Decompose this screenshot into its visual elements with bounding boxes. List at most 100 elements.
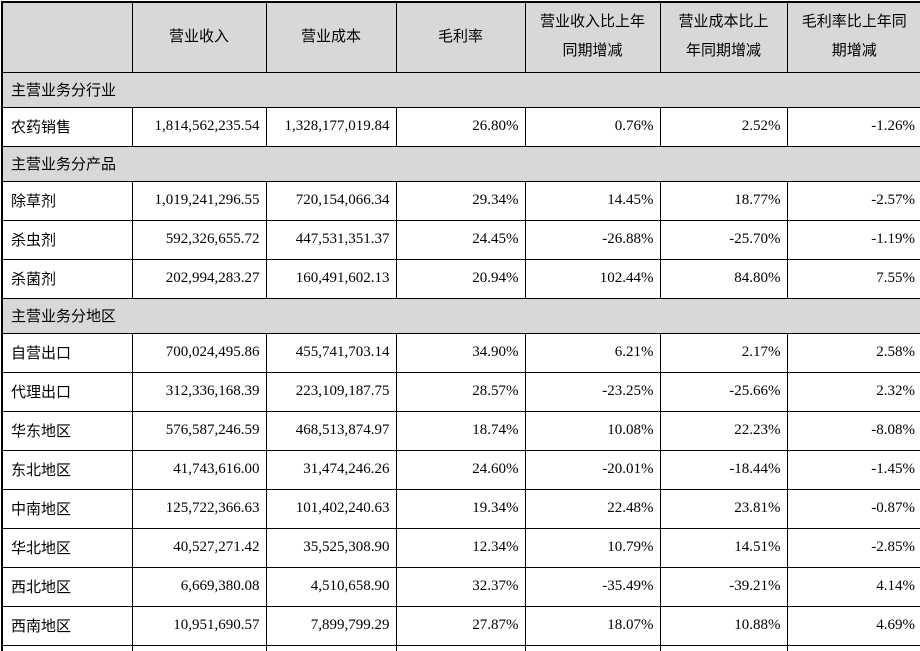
- table-row: 西南地区 10,951,690.57 7,899,799.29 27.87% 18.07…: [1, 605, 920, 646]
- section-row: 主营业务分行业: [1, 71, 920, 108]
- value-cell: -2.57%: [786, 180, 920, 221]
- value-cell: 29.34%: [395, 180, 526, 221]
- row-label: 除草剂: [1, 180, 133, 221]
- row-label: 代理出口: [1, 371, 133, 412]
- row-label: 西北地区: [1, 566, 133, 607]
- value-cell: 4.69%: [786, 605, 920, 646]
- value-cell: 12.34%: [395, 527, 526, 568]
- table-row: 中南地区 125,722,366.63 101,402,240.63 19.34% 22…: [1, 488, 920, 529]
- row-label: 杀菌剂: [1, 258, 133, 299]
- value-cell: 6,669,380.08: [131, 566, 267, 607]
- value-cell: 720,154,066.34: [265, 180, 397, 221]
- value-cell: 23.81%: [659, 488, 788, 529]
- value-cell: 19.34%: [395, 488, 526, 529]
- value-cell: 202,994,283.27: [131, 258, 267, 299]
- value-cell: 31,474,246.26: [265, 449, 397, 490]
- value-cell: -8.08%: [786, 410, 920, 451]
- value-cell: -1.45%: [786, 449, 920, 490]
- section-row: 主营业务分地区: [1, 297, 920, 334]
- value-cell: 102.44%: [524, 258, 661, 299]
- row-label: 东北地区: [1, 449, 133, 490]
- value-cell: 4.14%: [786, 566, 920, 607]
- section-row: 主营业务分产品: [1, 145, 920, 182]
- value-cell: -1.19%: [786, 219, 920, 260]
- value-cell: 26.80%: [395, 106, 526, 147]
- row-label: 农药销售: [1, 106, 133, 147]
- header-row: 营业收入 营业成本 毛利率 营业收入比上年同期增减 营业成本比上年同期增减 毛利…: [1, 1, 920, 73]
- value-cell: 34.90%: [395, 332, 526, 373]
- value-cell: 468,513,874.97: [265, 410, 397, 451]
- clipped-row: [1, 644, 920, 651]
- value-cell: -18.44%: [659, 449, 788, 490]
- header-cell-operating-revenue: 营业收入: [131, 1, 267, 73]
- table-row: 杀菌剂 202,994,283.27 160,491,602.13 20.94% 102…: [1, 258, 920, 299]
- value-cell: 10.08%: [524, 410, 661, 451]
- value-cell: -0.87%: [786, 488, 920, 529]
- value-cell: 160,491,602.13: [265, 258, 397, 299]
- value-cell: 40,527,271.42: [131, 527, 267, 568]
- value-cell: 24.60%: [395, 449, 526, 490]
- value-cell: 101,402,240.63: [265, 488, 397, 529]
- clipped-cell: [659, 644, 788, 651]
- value-cell: 28.57%: [395, 371, 526, 412]
- header-cell-category: [1, 1, 133, 73]
- value-cell: 223,109,187.75: [265, 371, 397, 412]
- section-title: 主营业务分地区: [1, 297, 920, 334]
- header-cell-margin-yoy-change: 毛利率比上年同期增减: [786, 1, 920, 73]
- value-cell: 22.23%: [659, 410, 788, 451]
- value-cell: 2.58%: [786, 332, 920, 373]
- value-cell: 20.94%: [395, 258, 526, 299]
- clipped-cell: [131, 644, 267, 651]
- value-cell: 24.45%: [395, 219, 526, 260]
- value-cell: -20.01%: [524, 449, 661, 490]
- row-label: 自营出口: [1, 332, 133, 373]
- value-cell: 0.76%: [524, 106, 661, 147]
- row-label: 华东地区: [1, 410, 133, 451]
- table-row: 农药销售 1,814,562,235.54 1,328,177,019.84 26.8…: [1, 106, 920, 147]
- value-cell: 6.21%: [524, 332, 661, 373]
- row-label: 华北地区: [1, 527, 133, 568]
- value-cell: 125,722,366.63: [131, 488, 267, 529]
- clipped-cell: [786, 644, 920, 651]
- value-cell: -25.70%: [659, 219, 788, 260]
- row-label: 西南地区: [1, 605, 133, 646]
- value-cell: 1,814,562,235.54: [131, 106, 267, 147]
- value-cell: -39.21%: [659, 566, 788, 607]
- value-cell: 14.51%: [659, 527, 788, 568]
- value-cell: 1,019,241,296.55: [131, 180, 267, 221]
- table-row: 代理出口 312,336,168.39 223,109,187.75 28.57% -2…: [1, 371, 920, 412]
- header-cell-operating-cost: 营业成本: [265, 1, 397, 73]
- clipped-cell: [395, 644, 526, 651]
- clipped-cell: [1, 644, 133, 651]
- value-cell: 2.52%: [659, 106, 788, 147]
- clipped-cell: [265, 644, 397, 651]
- value-cell: 18.74%: [395, 410, 526, 451]
- value-cell: 27.87%: [395, 605, 526, 646]
- clipped-cell: [524, 644, 661, 651]
- value-cell: 22.48%: [524, 488, 661, 529]
- value-cell: 35,525,308.90: [265, 527, 397, 568]
- header-cell-cost-yoy-change: 营业成本比上年同期增减: [659, 1, 788, 73]
- table-row: 华东地区 576,587,246.59 468,513,874.97 18.74% 10…: [1, 410, 920, 451]
- table-row: 除草剂 1,019,241,296.55 720,154,066.34 29.34% 1…: [1, 180, 920, 221]
- value-cell: 14.45%: [524, 180, 661, 221]
- value-cell: 10.79%: [524, 527, 661, 568]
- value-cell: 32.37%: [395, 566, 526, 607]
- value-cell: -1.26%: [786, 106, 920, 147]
- value-cell: -23.25%: [524, 371, 661, 412]
- section-title: 主营业务分行业: [1, 71, 920, 108]
- value-cell: 18.07%: [524, 605, 661, 646]
- value-cell: 2.17%: [659, 332, 788, 373]
- table-row: 华北地区 40,527,271.42 35,525,308.90 12.34% 10.7…: [1, 527, 920, 568]
- value-cell: 592,326,655.72: [131, 219, 267, 260]
- value-cell: -35.49%: [524, 566, 661, 607]
- section-title: 主营业务分产品: [1, 145, 920, 182]
- table-row: 西北地区 6,669,380.08 4,510,658.90 32.37% -35.49…: [1, 566, 920, 607]
- value-cell: 2.32%: [786, 371, 920, 412]
- row-label: 杀虫剂: [1, 219, 133, 260]
- value-cell: 4,510,658.90: [265, 566, 397, 607]
- value-cell: 312,336,168.39: [131, 371, 267, 412]
- table-row: 东北地区 41,743,616.00 31,474,246.26 24.60% -20.…: [1, 449, 920, 490]
- value-cell: 700,024,495.86: [131, 332, 267, 373]
